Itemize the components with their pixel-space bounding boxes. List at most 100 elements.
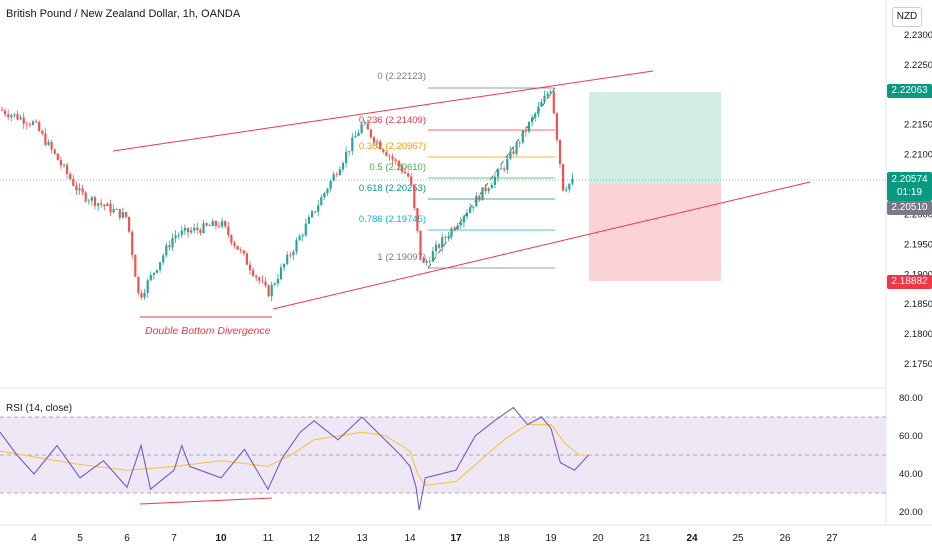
candle-body: [338, 169, 341, 176]
candle-body: [518, 142, 521, 144]
candle-body: [357, 132, 360, 136]
fib-label-1: 1 (2.19097): [377, 252, 426, 263]
chart-title: British Pound / New Zealand Dollar, 1h, …: [6, 8, 241, 20]
candle-body: [140, 292, 143, 298]
candle-body: [279, 267, 283, 280]
candle-body: [211, 221, 214, 227]
candle-body: [527, 122, 531, 132]
candle-body: [137, 276, 140, 293]
fib-label-382: 0.382 (2.20967): [359, 141, 426, 152]
time-axis: 4 5 6 7 10 11 12 13 14 17 18 19 20 21 24 25 26 27: [31, 533, 838, 544]
candle-body: [304, 223, 307, 236]
candle-body: [301, 235, 304, 237]
candle-body: [320, 197, 323, 206]
candle-body: [7, 114, 10, 118]
time-tick-label: 18: [498, 533, 510, 544]
rsi-divergence-line[interactable]: [139, 497, 273, 505]
candle-body: [177, 235, 180, 236]
candle-body: [540, 101, 543, 107]
candlestick-series: [0, 89, 574, 302]
currency-selector[interactable]: NZD: [892, 7, 922, 27]
candle-body: [487, 188, 490, 191]
candle-body: [295, 240, 298, 252]
candle-body: [552, 91, 555, 114]
candle-body: [0, 109, 4, 111]
candle-body: [59, 160, 62, 166]
time-tick-label: 5: [77, 533, 83, 544]
candle-body: [35, 121, 38, 123]
time-tick-label: 17: [450, 533, 462, 544]
candle-body: [428, 261, 431, 262]
upper-channel-trendline[interactable]: [112, 70, 654, 152]
candle-body: [459, 222, 462, 226]
candle-body: [558, 139, 562, 165]
candle-body: [202, 223, 205, 233]
candle-body: [19, 117, 22, 120]
candle-body: [447, 236, 450, 238]
candle-body: [521, 130, 524, 143]
target-zone[interactable]: [589, 92, 721, 184]
last-price-value: 2.20574: [891, 174, 928, 185]
candle-body: [335, 174, 338, 176]
candle-body: [78, 188, 81, 191]
entry-price-tag: 2.20510: [887, 201, 932, 215]
candle-body: [273, 283, 276, 285]
time-tick-label: 4: [31, 533, 37, 544]
time-tick-label: 25: [732, 533, 744, 544]
candle-body: [97, 203, 100, 206]
candle-body: [397, 160, 400, 167]
candle-body: [351, 137, 354, 152]
candle-body: [112, 209, 115, 213]
candle-body: [422, 258, 425, 263]
rsi-tick-label: 80.00: [899, 393, 923, 404]
candle-body: [47, 141, 50, 145]
last-price-tag: 2.20574 01:19: [887, 172, 932, 201]
price-tick-label: 2.19000: [904, 269, 932, 280]
rsi-ma-line: [0, 424, 589, 486]
candle-body: [261, 280, 264, 282]
candle-body: [286, 254, 289, 264]
candle-body: [38, 122, 41, 131]
candle-body: [372, 137, 376, 143]
fibonacci-retracement[interactable]: 0 (2.22123) 0.236 (2.21409) 0.382 (2.209…: [359, 71, 556, 269]
candle-body: [128, 216, 131, 232]
candle-body: [506, 158, 509, 170]
candle-body: [66, 164, 69, 174]
candle-body: [146, 280, 149, 293]
lower-channel-trendline[interactable]: [272, 181, 811, 310]
candle-body: [537, 106, 540, 114]
candle-body: [410, 176, 413, 185]
fib-label-618: 0.618 (2.20253): [359, 183, 426, 194]
candle-body: [555, 113, 558, 140]
candle-body: [84, 192, 87, 201]
candle-body: [317, 205, 320, 212]
rsi-indicator-title[interactable]: RSI (14, close): [6, 403, 73, 414]
candle-body: [341, 163, 345, 170]
candle-body: [400, 166, 403, 172]
candle-body: [152, 272, 155, 275]
candle-body: [388, 155, 391, 157]
candle-body: [208, 225, 211, 227]
fib-label-786: 0.786 (2.19745): [359, 214, 426, 225]
stop-zone[interactable]: [589, 184, 721, 281]
candle-body: [75, 185, 78, 191]
candle-body: [56, 153, 59, 161]
price-tick-label: 2.18000: [904, 329, 932, 340]
candle-body: [465, 212, 469, 217]
candle-body: [382, 149, 385, 153]
rsi-axis: 80.00 60.00 40.00 20.00: [899, 393, 923, 518]
candle-body: [186, 227, 190, 233]
candle-body: [431, 251, 434, 262]
candle-body: [407, 173, 410, 177]
time-tick-label: 20: [592, 533, 604, 544]
candle-body: [224, 221, 227, 227]
candle-body: [310, 211, 314, 218]
candle-body: [242, 250, 245, 254]
candle-body: [221, 221, 224, 227]
candle-body: [332, 174, 335, 181]
time-tick-label: 7: [171, 533, 177, 544]
candle-body: [143, 292, 146, 298]
candle-body: [512, 151, 515, 154]
candle-body: [441, 237, 444, 248]
